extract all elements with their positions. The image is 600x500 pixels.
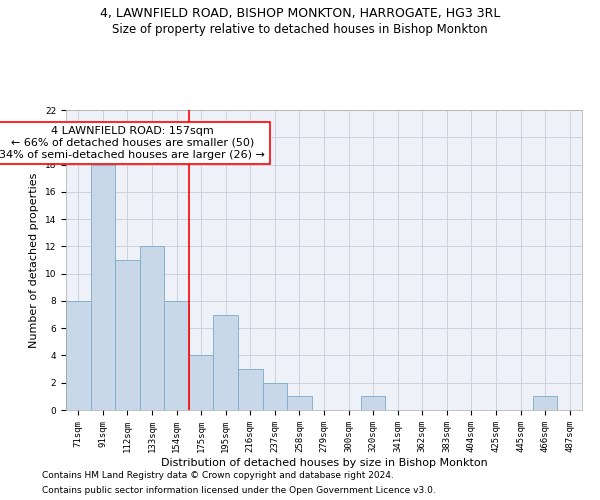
Y-axis label: Number of detached properties: Number of detached properties <box>29 172 39 348</box>
Text: 4 LAWNFIELD ROAD: 157sqm
← 66% of detached houses are smaller (50)
34% of semi-d: 4 LAWNFIELD ROAD: 157sqm ← 66% of detach… <box>0 126 265 160</box>
Text: 4, LAWNFIELD ROAD, BISHOP MONKTON, HARROGATE, HG3 3RL: 4, LAWNFIELD ROAD, BISHOP MONKTON, HARRO… <box>100 8 500 20</box>
Bar <box>361 396 385 410</box>
Bar <box>115 260 140 410</box>
Bar <box>164 301 189 410</box>
Bar <box>66 301 91 410</box>
Text: Contains public sector information licensed under the Open Government Licence v3: Contains public sector information licen… <box>42 486 436 495</box>
Bar <box>189 356 214 410</box>
Bar <box>140 246 164 410</box>
Bar <box>91 164 115 410</box>
Text: Contains HM Land Registry data © Crown copyright and database right 2024.: Contains HM Land Registry data © Crown c… <box>42 471 394 480</box>
X-axis label: Distribution of detached houses by size in Bishop Monkton: Distribution of detached houses by size … <box>161 458 487 468</box>
Bar <box>238 369 263 410</box>
Bar <box>263 382 287 410</box>
Bar <box>287 396 312 410</box>
Bar <box>533 396 557 410</box>
Text: Size of property relative to detached houses in Bishop Monkton: Size of property relative to detached ho… <box>112 22 488 36</box>
Bar <box>214 314 238 410</box>
